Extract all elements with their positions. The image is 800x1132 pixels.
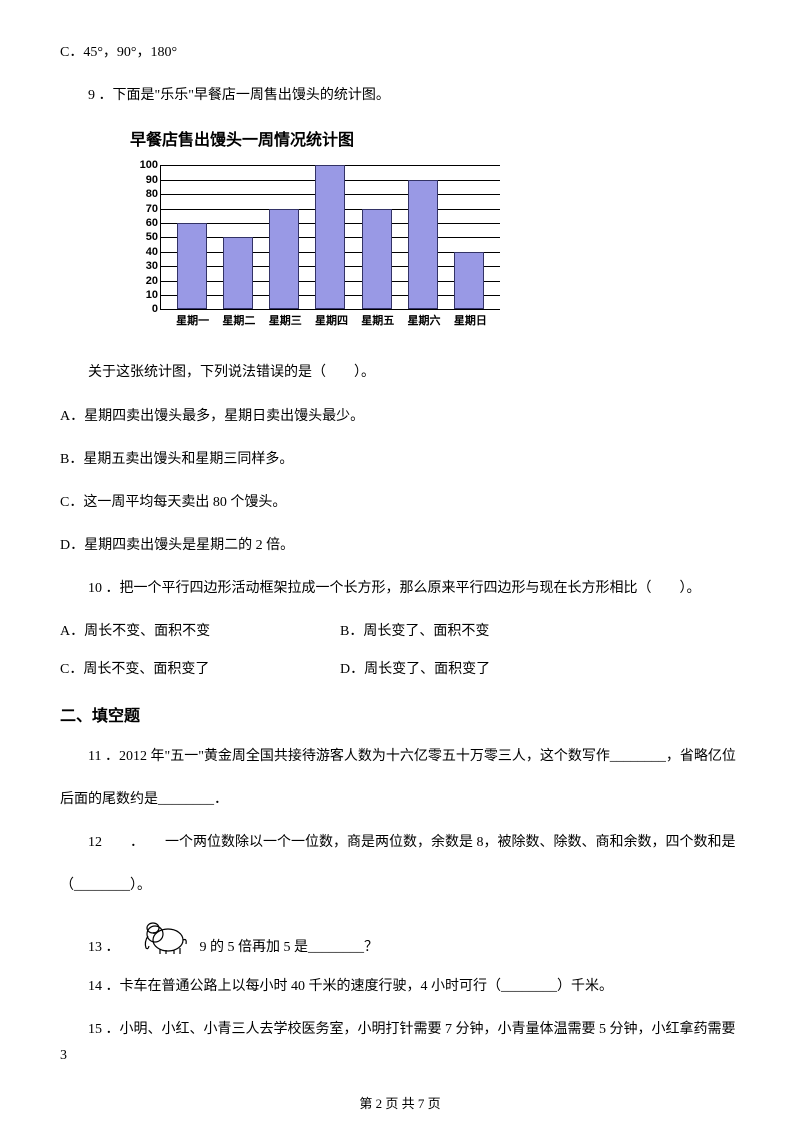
ytick: 80 [130, 189, 158, 200]
bar-chart: 100 90 80 70 60 50 40 30 20 10 0 星期一星期二星… [130, 160, 740, 340]
ytick: 60 [130, 218, 158, 229]
q15-stem: 15 ．小明、小红、小青三人去学校医务室，小明打针需要 7 分钟，小青量体温需要… [60, 1017, 740, 1067]
ytick: 0 [130, 304, 158, 315]
bar [223, 237, 253, 309]
q10-stem: 10 ．把一个平行四边形活动框架拉成一个长方形，那么原来平行四边形与现在长方形相… [60, 576, 740, 601]
q10-option-d: D．周长变了、面积变了 [340, 658, 490, 678]
q10-option-a: A．周长不变、面积不变 [60, 620, 340, 640]
x-label: 星期一 [176, 312, 206, 328]
q13-text: 9 的 5 倍再加 5 是________？ [200, 936, 379, 956]
chart-x-axis: 星期一星期二 星期三星期四星期五 星期六星期日 [160, 312, 500, 328]
x-label: 星期日 [454, 312, 484, 328]
chart-y-axis: 100 90 80 70 60 50 40 30 20 10 0 [130, 160, 158, 315]
ytick: 30 [130, 261, 158, 272]
ytick: 40 [130, 247, 158, 258]
q10-option-b: B．周长变了、面积不变 [340, 620, 489, 640]
q10-option-c: C．周长不变、面积变了 [60, 658, 340, 678]
q9-option-b: B．星期五卖出馒头和星期三同样多。 [60, 447, 740, 472]
ytick: 70 [130, 204, 158, 215]
x-label: 星期四 [315, 312, 345, 328]
ytick: 100 [130, 160, 158, 171]
x-label: 星期五 [361, 312, 391, 328]
q11-line2: 后面的尾数约是________． [60, 787, 740, 812]
elephant-icon [140, 916, 190, 956]
chart-bars [161, 165, 500, 309]
q11-line1: 11 ．2012 年"五一"黄金周全国共接待游客人数为十六亿零五十万零三人，这个… [60, 744, 740, 769]
q12-line2: （________）。 [60, 873, 740, 898]
q9-option-a: A．星期四卖出馒头最多，星期日卖出馒头最少。 [60, 404, 740, 429]
q8-option-c: C．45°，90°，180° [60, 40, 740, 65]
q9-option-d: D．星期四卖出馒头是星期二的 2 倍。 [60, 533, 740, 558]
x-label: 星期二 [222, 312, 252, 328]
q9-stem: 9 ．下面是"乐乐"早餐店一周售出馒头的统计图。 [60, 83, 740, 108]
chart-plot-area [160, 165, 500, 310]
x-label: 星期三 [269, 312, 299, 328]
section-2-title: 二、填空题 [60, 702, 740, 726]
grid-line [161, 309, 500, 310]
ytick: 20 [130, 276, 158, 287]
q13-row: 13 ． 9 的 5 倍再加 5 是________？ [60, 916, 740, 956]
bar [408, 180, 438, 310]
bar [454, 252, 484, 310]
bar [177, 223, 207, 309]
page-footer: 第 2 页 共 7 页 [0, 1093, 800, 1112]
bar [362, 209, 392, 310]
q9-option-c: C．这一周平均每天卖出 80 个馒头。 [60, 490, 740, 515]
q14-stem: 14 ．卡车在普通公路上以每小时 40 千米的速度行驶，4 小时可行（_____… [60, 974, 740, 999]
q9-prompt: 关于这张统计图，下列说法错误的是（ ）。 [60, 360, 740, 385]
ytick: 10 [130, 290, 158, 301]
x-label: 星期六 [408, 312, 438, 328]
q12-line1: 12 ． 一个两位数除以一个一位数，商是两位数，余数是 8，被除数、除数、商和余… [60, 830, 740, 855]
ytick: 90 [130, 175, 158, 186]
bar [269, 209, 299, 310]
chart-title: 早餐店售出馒头一周情况统计图 [130, 126, 740, 150]
ytick: 50 [130, 232, 158, 243]
bar [315, 165, 345, 309]
q13-label: 13 ． [60, 936, 120, 956]
